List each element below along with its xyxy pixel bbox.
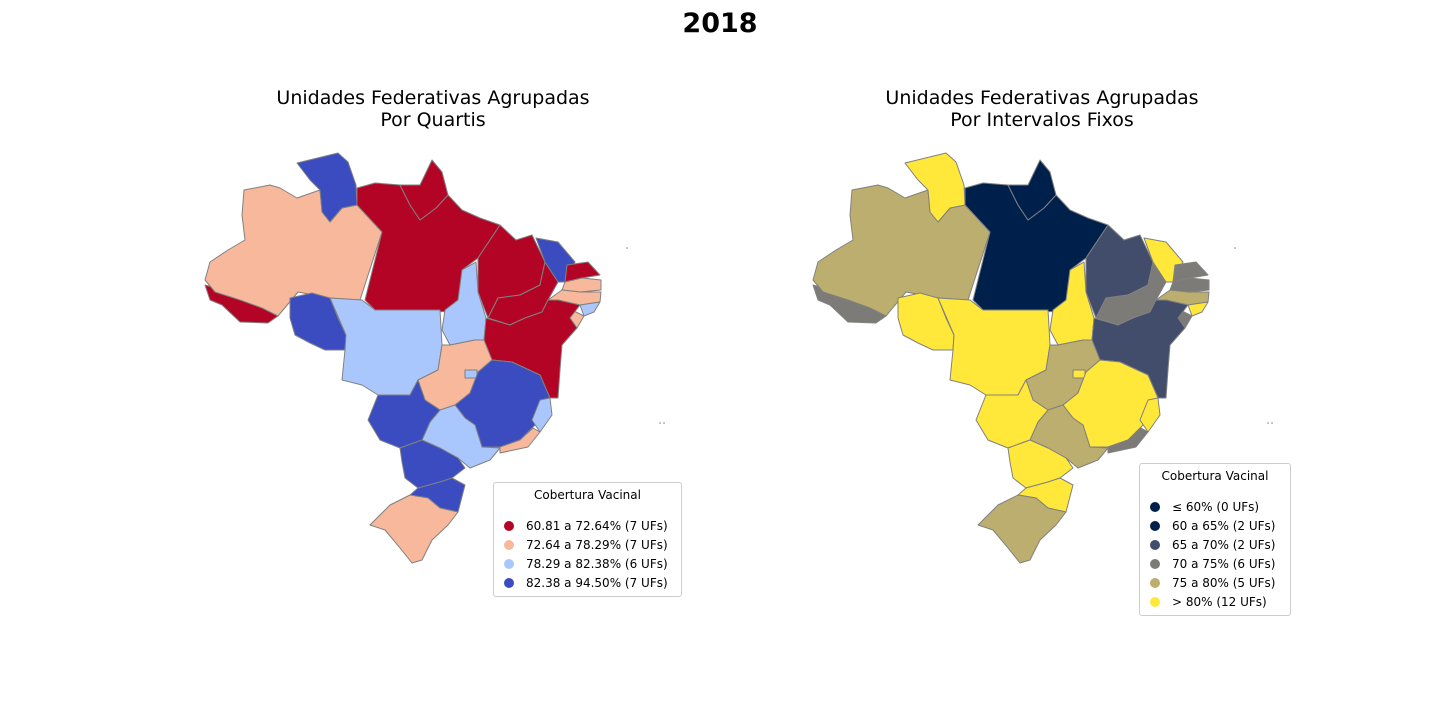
left-panel-title-line1: Unidades Federativas Agrupadas	[276, 87, 590, 109]
state-ms	[367, 379, 441, 449]
state-al	[579, 301, 601, 317]
legend-entry: > 80% (12 UFs)	[1150, 592, 1280, 611]
state-rr	[296, 152, 358, 223]
legend-entry: 78.29 a 82.38% (6 UFs)	[504, 554, 671, 573]
legend-marker	[1150, 596, 1160, 607]
island-speck	[659, 422, 661, 424]
legend-entry: 82.38 a 94.50% (7 UFs)	[504, 573, 671, 592]
fixed-interval-map	[812, 152, 1273, 564]
legend-label: 75 a 80% (5 UFs)	[1172, 575, 1276, 590]
legend-marker	[1150, 539, 1160, 550]
legend-marker	[1150, 577, 1160, 588]
legend-marker	[1150, 520, 1160, 531]
legend-marker	[504, 520, 514, 531]
state-rj	[1107, 427, 1149, 454]
left-panel-title-line2: Por Quartis	[380, 109, 486, 131]
state-ap	[1007, 159, 1057, 221]
left-panel-title: Unidades Federativas Agrupadas Por Quart…	[183, 87, 683, 131]
right-panel-title-line1: Unidades Federativas Agrupadas	[885, 87, 1199, 109]
state-rs	[977, 494, 1067, 564]
legend-label: 60.81 a 72.64% (7 UFs)	[526, 518, 668, 533]
island-speck	[1271, 422, 1273, 424]
state-df	[1072, 369, 1086, 379]
state-df	[464, 369, 478, 379]
legend-marker	[1150, 558, 1160, 569]
legend-title: Cobertura Vacinal	[1161, 469, 1269, 483]
state-rr	[904, 152, 966, 223]
state-rn	[1172, 261, 1209, 283]
figure-title: 2018	[682, 8, 758, 39]
quartile-map	[204, 152, 665, 564]
island-speck	[1267, 422, 1269, 424]
state-rn	[564, 261, 601, 283]
state-ap	[399, 159, 449, 221]
legend-label: 72.64 a 78.29% (7 UFs)	[526, 537, 668, 552]
state-al	[1187, 301, 1209, 317]
state-rj	[499, 427, 541, 454]
legend-entry: ≤ 60% (0 UFs)	[1150, 497, 1280, 516]
state-rs	[369, 494, 459, 564]
legend-entry: 72.64 a 78.29% (7 UFs)	[504, 535, 671, 554]
legend-entry: 60.81 a 72.64% (7 UFs)	[504, 516, 671, 535]
legend-label: 82.38 a 94.50% (7 UFs)	[526, 575, 668, 590]
legend-entry: 65 a 70% (2 UFs)	[1150, 535, 1280, 554]
legend-title: Cobertura Vacinal	[534, 488, 641, 502]
legend-label: 60 a 65% (2 UFs)	[1172, 518, 1276, 533]
legend-marker	[504, 577, 514, 588]
quartile-legend: Cobertura Vacinal 60.81 a 72.64% (7 UFs)…	[493, 482, 682, 597]
state-ms	[975, 379, 1049, 449]
state-es	[531, 397, 553, 433]
state-es	[1139, 397, 1161, 433]
legend-label: 65 a 70% (2 UFs)	[1172, 537, 1276, 552]
island-speck	[626, 247, 628, 249]
right-panel-title-line2: Por Intervalos Fixos	[950, 109, 1134, 131]
legend-marker	[504, 539, 514, 550]
legend-label: 78.29 a 82.38% (6 UFs)	[526, 556, 668, 571]
island-speck	[1234, 247, 1236, 249]
island-speck	[663, 422, 665, 424]
legend-label: > 80% (12 UFs)	[1172, 594, 1267, 609]
legend-entry: 75 a 80% (5 UFs)	[1150, 573, 1280, 592]
legend-marker	[504, 558, 514, 569]
legend-label: ≤ 60% (0 UFs)	[1172, 499, 1260, 514]
right-panel-title: Unidades Federativas Agrupadas Por Inter…	[792, 87, 1292, 131]
legend-marker	[1150, 501, 1160, 512]
fixed-interval-legend: Cobertura Vacinal ≤ 60% (0 UFs) 60 a 65% …	[1139, 463, 1291, 616]
legend-label: 70 a 75% (6 UFs)	[1172, 556, 1276, 571]
legend-entry: 60 a 65% (2 UFs)	[1150, 516, 1280, 535]
legend-entry: 70 a 75% (6 UFs)	[1150, 554, 1280, 573]
